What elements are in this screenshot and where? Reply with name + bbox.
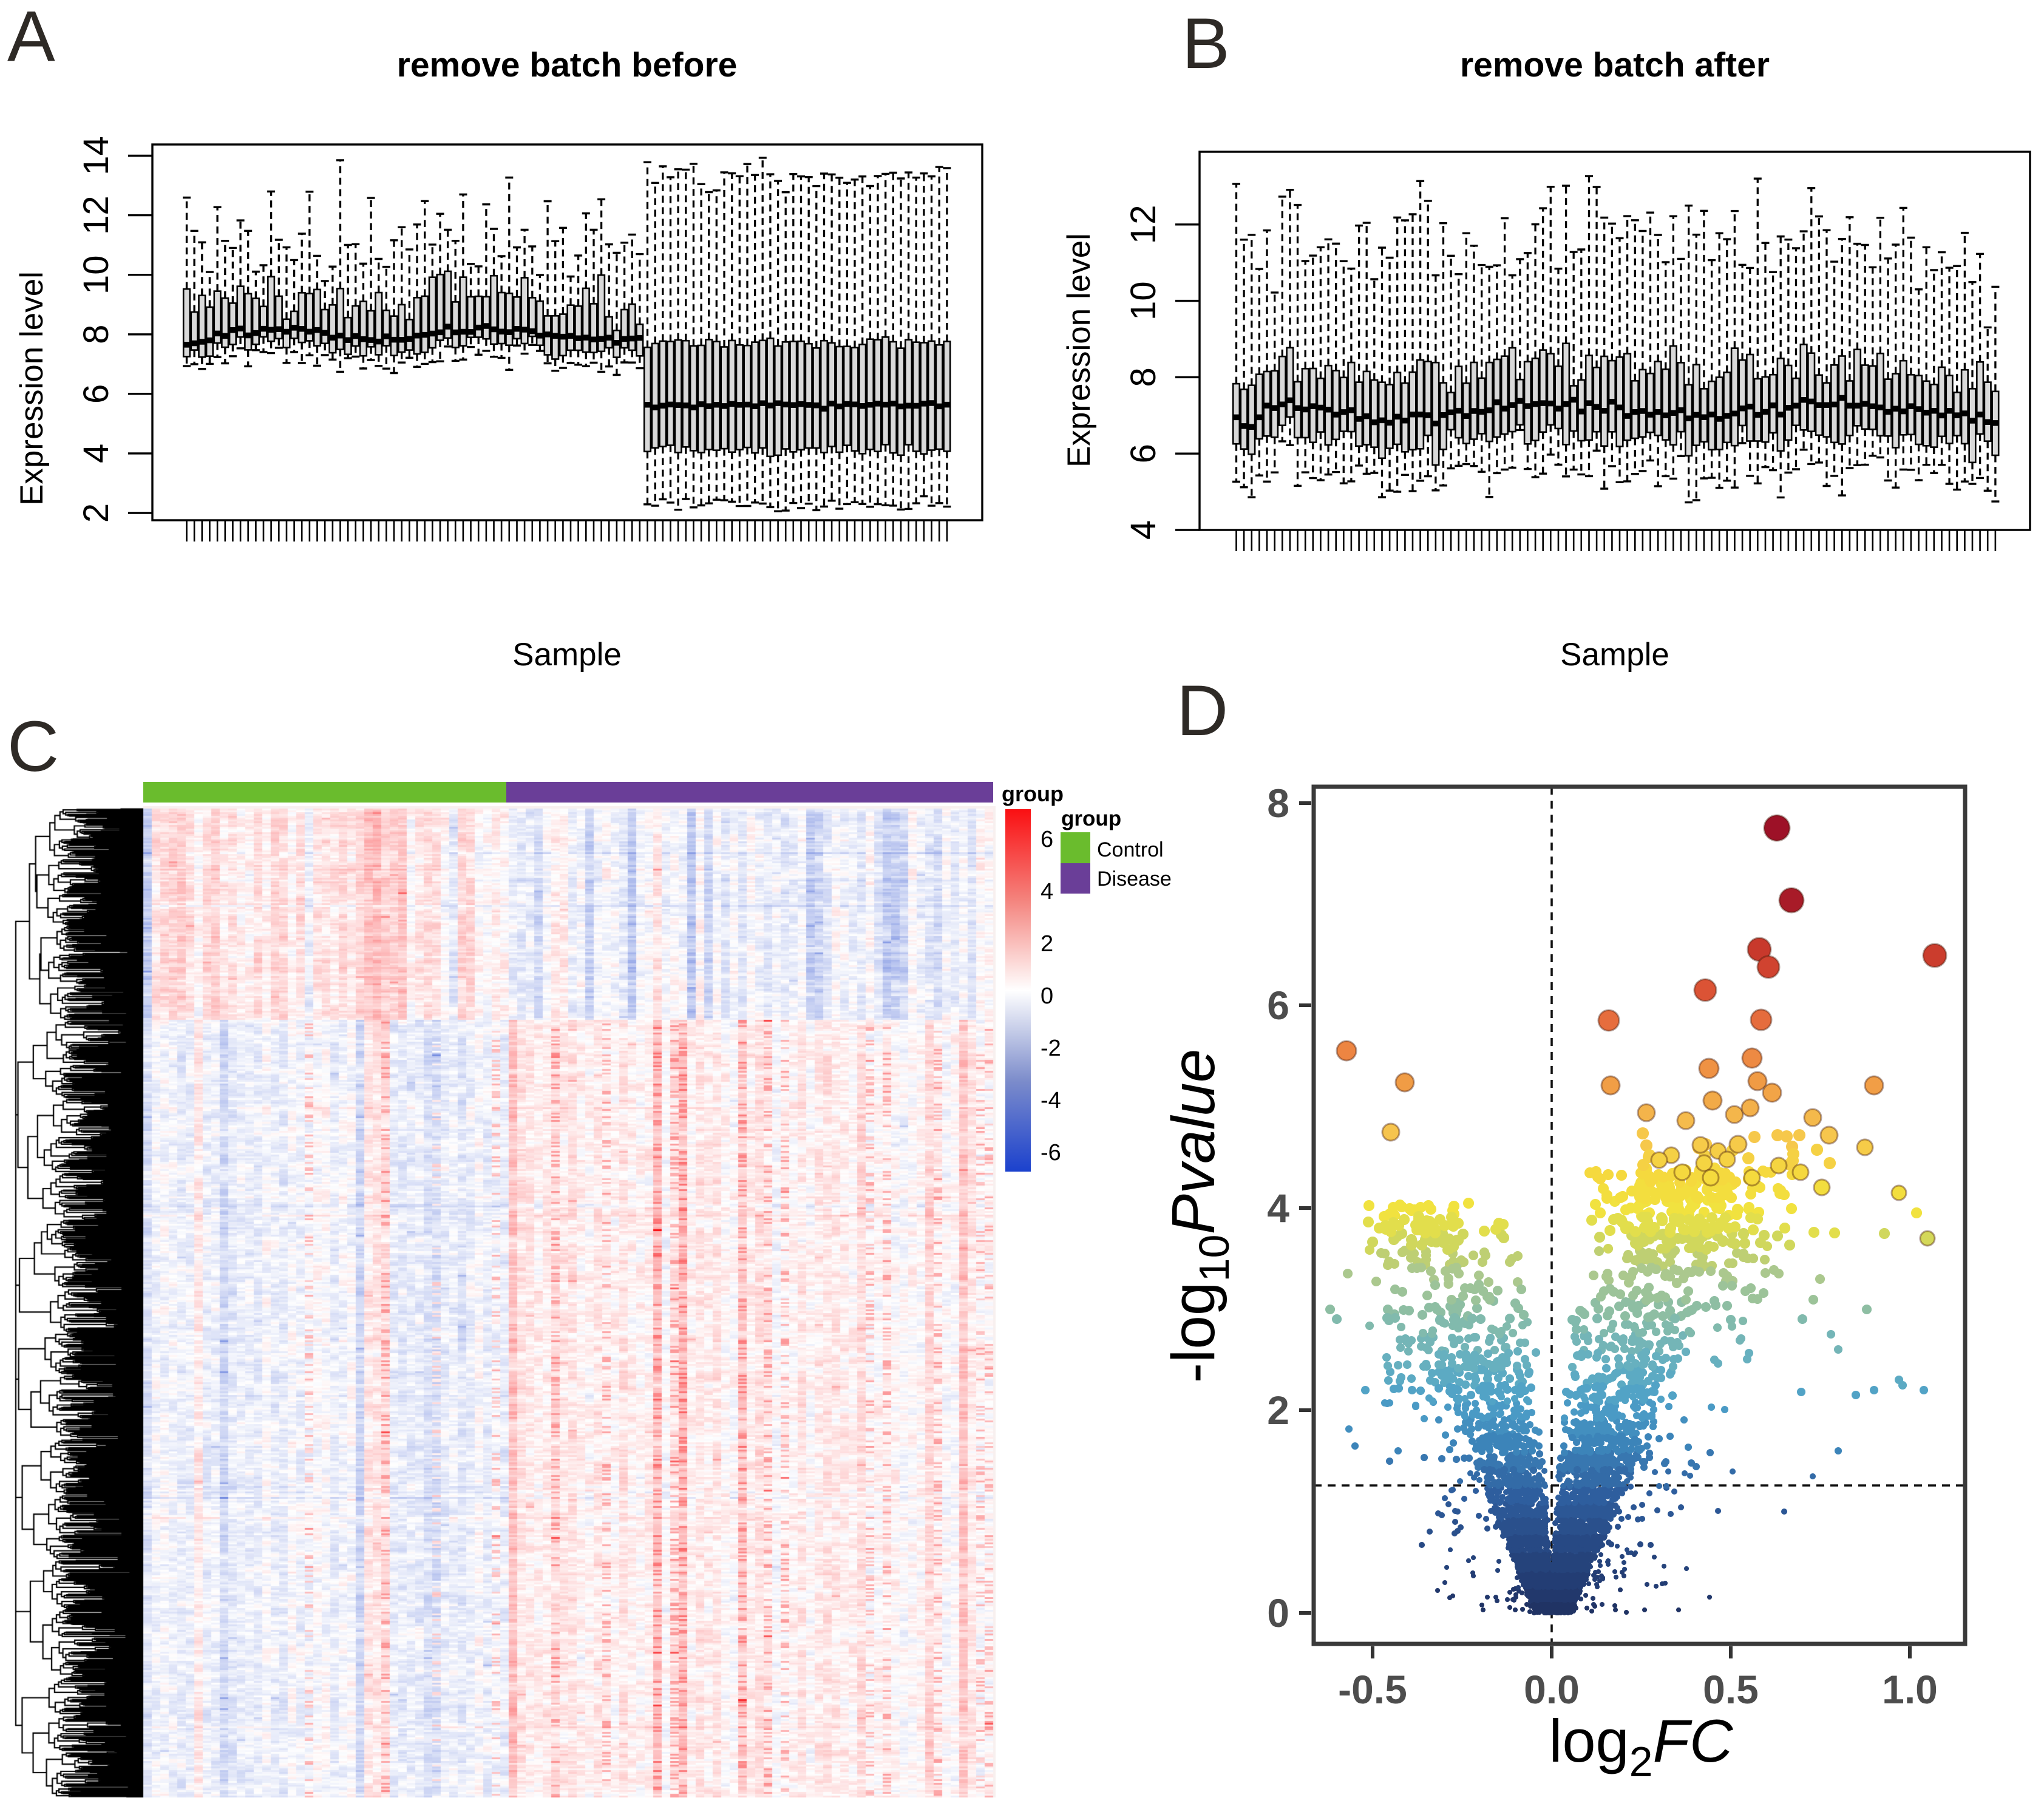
svg-text:group: group <box>1002 781 1064 806</box>
svg-text:Expression level: Expression level <box>14 271 50 506</box>
svg-text:Expression level: Expression level <box>1061 233 1097 467</box>
svg-text:2: 2 <box>76 503 116 523</box>
svg-text:D: D <box>1176 671 1228 751</box>
svg-text:0.0: 0.0 <box>1524 1667 1580 1712</box>
svg-text:2: 2 <box>1267 1388 1289 1433</box>
svg-text:Control: Control <box>1097 838 1164 861</box>
svg-text:4: 4 <box>1124 520 1163 540</box>
svg-text:-6: -6 <box>1041 1140 1061 1166</box>
svg-text:Sample: Sample <box>512 637 622 673</box>
svg-text:0: 0 <box>1041 983 1053 1009</box>
svg-text:-2: -2 <box>1041 1036 1061 1061</box>
svg-text:4: 4 <box>76 444 116 463</box>
svg-text:0: 0 <box>1267 1590 1289 1635</box>
svg-text:Disease: Disease <box>1097 867 1172 891</box>
svg-text:8: 8 <box>1124 367 1163 387</box>
svg-text:6: 6 <box>76 384 116 404</box>
svg-text:6: 6 <box>1267 983 1289 1028</box>
svg-text:remove batch after: remove batch after <box>1460 46 1770 84</box>
svg-text:4: 4 <box>1041 879 1053 904</box>
svg-text:12: 12 <box>76 195 116 235</box>
svg-text:-0.5: -0.5 <box>1338 1667 1407 1712</box>
svg-text:-log10Pvalue: -log10Pvalue <box>1160 1049 1238 1383</box>
svg-text:A: A <box>7 0 55 76</box>
svg-text:8: 8 <box>1267 781 1289 826</box>
svg-text:group: group <box>1061 807 1121 830</box>
svg-text:10: 10 <box>76 255 116 294</box>
svg-text:1.0: 1.0 <box>1882 1667 1938 1712</box>
svg-text:8: 8 <box>76 325 116 344</box>
svg-text:6: 6 <box>1041 827 1053 852</box>
svg-text:B: B <box>1182 4 1230 84</box>
svg-text:remove batch before: remove batch before <box>397 46 738 84</box>
svg-text:2: 2 <box>1041 931 1053 957</box>
svg-text:4: 4 <box>1267 1186 1289 1230</box>
svg-text:Sample: Sample <box>1560 637 1669 673</box>
svg-text:14: 14 <box>76 136 116 175</box>
svg-text:10: 10 <box>1124 281 1163 321</box>
svg-text:12: 12 <box>1124 205 1163 245</box>
svg-text:C: C <box>7 707 59 787</box>
svg-text:0.5: 0.5 <box>1703 1667 1759 1712</box>
svg-text:-4: -4 <box>1041 1088 1061 1113</box>
svg-text:6: 6 <box>1124 444 1163 463</box>
